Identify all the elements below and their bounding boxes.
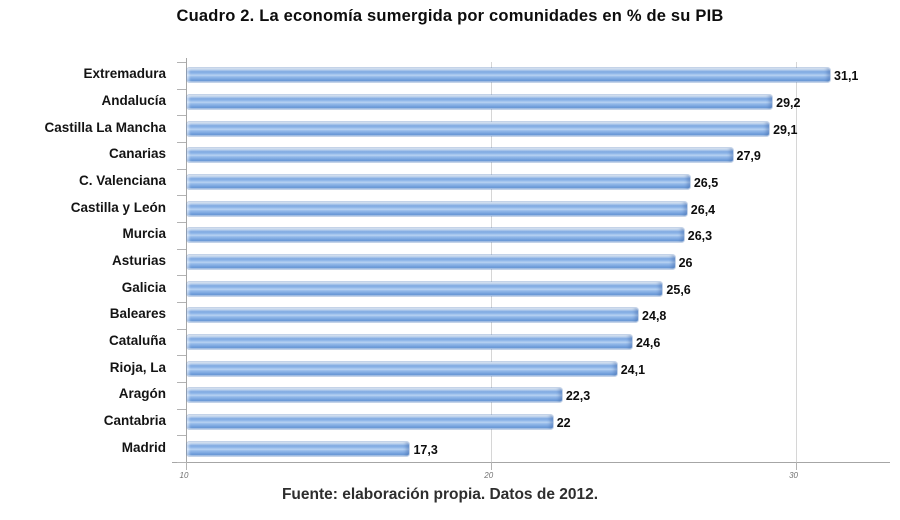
category-label: Andalucía <box>101 93 166 108</box>
category-label: Castilla y León <box>70 199 166 215</box>
y-axis-tick <box>177 408 186 410</box>
bar <box>187 228 684 243</box>
category-label: Galicia <box>121 279 166 295</box>
value-label: 26,4 <box>690 202 716 217</box>
value-label: 24,6 <box>635 336 661 350</box>
x-axis-tick <box>186 462 187 470</box>
source-note: Fuente: elaboración propia. Datos de 201… <box>281 486 599 503</box>
category-label: C. Valenciana <box>78 173 166 188</box>
bar <box>187 441 410 456</box>
category-label: Asturias <box>111 253 166 268</box>
category-label: Rioja, La <box>109 359 166 375</box>
y-axis-tick <box>177 328 186 330</box>
value-label: 26,5 <box>693 176 719 190</box>
y-axis-tick <box>177 435 186 437</box>
y-axis-tick <box>177 248 186 250</box>
value-label: 26 <box>678 256 693 270</box>
bar <box>187 281 663 296</box>
category-label: Baleares <box>109 306 166 322</box>
value-label: 29,1 <box>773 122 798 137</box>
y-axis-tick <box>177 88 186 90</box>
bar <box>187 68 831 83</box>
value-label: 27,9 <box>736 149 761 164</box>
bar <box>187 388 562 403</box>
category-label: Cataluña <box>108 333 166 348</box>
x-axis-tick-label: 10 <box>179 471 189 480</box>
y-axis-tick <box>177 462 186 463</box>
y-axis-tick <box>177 195 186 197</box>
bar <box>187 361 617 376</box>
value-label: 24,1 <box>620 362 646 377</box>
category-label: Aragón <box>118 386 166 402</box>
gridline-30 <box>795 62 797 462</box>
value-label: 29,2 <box>776 96 801 110</box>
y-axis-tick <box>177 62 186 63</box>
value-label: 22 <box>556 416 571 430</box>
bar <box>187 201 687 216</box>
value-label: 24,8 <box>642 309 667 324</box>
y-axis-tick <box>177 168 186 170</box>
bar <box>187 148 733 163</box>
value-label: 31,1 <box>834 69 859 84</box>
y-axis-tick <box>177 115 186 117</box>
y-axis-tick <box>177 275 186 277</box>
bar <box>187 255 675 269</box>
value-label: 22,3 <box>565 389 591 404</box>
category-label: Madrid <box>121 439 166 455</box>
y-axis-line <box>186 58 187 462</box>
bar <box>187 121 770 136</box>
bar <box>187 308 639 323</box>
category-label: Canarias <box>108 146 166 162</box>
value-label: 26,3 <box>687 229 713 244</box>
category-label: Murcia <box>122 226 166 242</box>
bar <box>187 415 553 429</box>
y-axis-tick <box>177 302 186 303</box>
category-label: Castilla La Mancha <box>44 119 166 135</box>
bar <box>187 335 632 349</box>
x-axis-tick-label: 20 <box>484 471 494 480</box>
bar <box>187 95 773 109</box>
x-axis-tick-label: 30 <box>789 471 798 480</box>
x-axis-tick <box>795 462 797 470</box>
value-label: 17,3 <box>413 442 438 457</box>
y-axis-tick <box>177 355 186 357</box>
category-label: Extremadura <box>83 66 166 82</box>
bar <box>187 175 690 189</box>
category-label: Cantabria <box>103 413 166 428</box>
x-axis-tick <box>490 462 492 470</box>
x-axis-line <box>172 462 890 463</box>
y-axis-tick <box>177 382 186 383</box>
y-axis-tick <box>177 142 186 143</box>
chart-title: Cuadro 2. La economía sumergida por comu… <box>176 7 724 25</box>
y-axis-tick <box>177 222 186 223</box>
value-label: 25,6 <box>666 282 691 297</box>
